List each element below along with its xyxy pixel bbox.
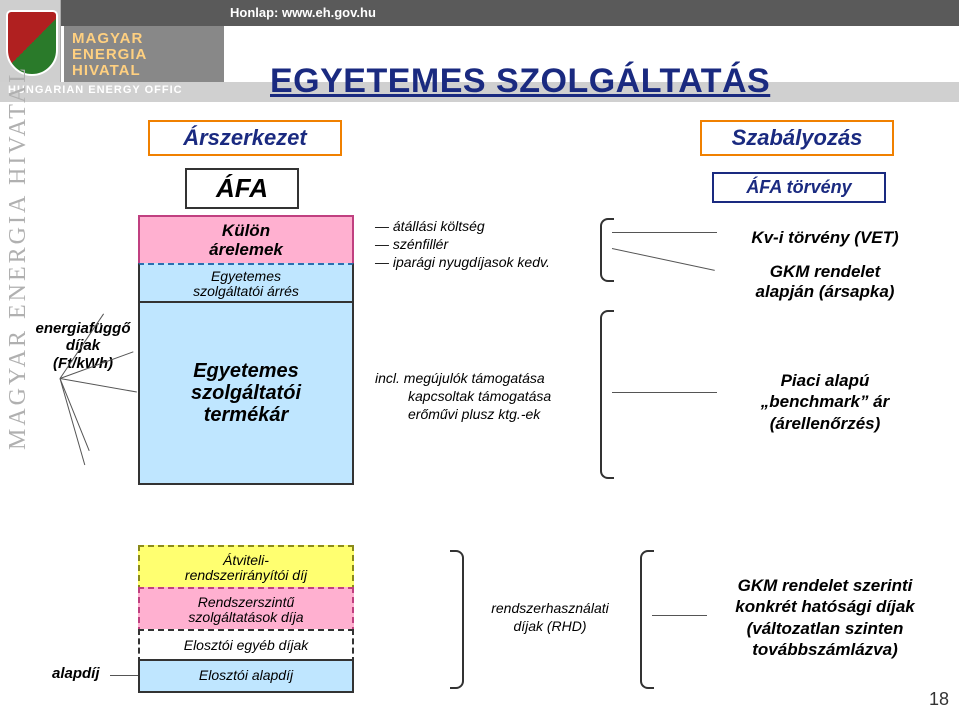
- stack-arres: Egyetemes szolgáltatói árrés: [138, 263, 354, 305]
- afa-right: ÁFA törvény: [712, 172, 886, 203]
- stack-eloszt-alap: Elosztói alapdíj: [138, 659, 354, 693]
- right-gkm: GKM rendelet alapján (ársapka): [720, 262, 930, 303]
- logo-line2: ENERGIA: [72, 46, 147, 63]
- stack-kulon: Külön árelemek: [138, 215, 354, 267]
- stack-termekar: Egyetemes szolgáltatói termékár: [138, 301, 354, 485]
- header-arz: Árszerkezet: [148, 120, 342, 156]
- mid-cost1: — átállási költség: [375, 218, 485, 234]
- slide-title: EGYETEMES SZOLGÁLTATÁS: [270, 62, 770, 101]
- logo-line3: HIVATAL: [72, 62, 141, 79]
- brace-rhd-left: [450, 550, 464, 689]
- mid-rhd1: rendszerhasználati: [470, 600, 630, 616]
- right-vet: Kv-i törvény (VET): [720, 228, 930, 248]
- stack-eloszt-egyeb: Elosztói egyéb díjak: [138, 629, 354, 663]
- sidebar-vertical-text: MAGYAR ENERGIA HIVATAL: [5, 65, 32, 450]
- brace-rhd-right: [640, 550, 654, 689]
- left-label-alapdij: alapdíj: [52, 665, 100, 682]
- mid-incl2: kapcsoltak támogatása: [408, 388, 551, 404]
- brace-mid: [600, 310, 614, 479]
- page-root: Honlap: www.eh.gov.hu MAGYAR ENERGIA HIV…: [0, 0, 959, 718]
- right-piaci: Piaci alapú „benchmark” ár (árellenőrzés…: [720, 370, 930, 434]
- logo-line1: MAGYAR: [72, 30, 143, 47]
- afa-left: ÁFA: [185, 168, 299, 209]
- mid-cost2: — szénfillér: [375, 236, 448, 252]
- left-label-energy: energiafüggő díjak (Ft/kWh): [32, 320, 134, 372]
- right-konkret: GKM rendelet szerinti konkrét hatósági d…: [700, 575, 950, 660]
- stack-atviteli: Átviteli- rendszerirányítói díj: [138, 545, 354, 591]
- top-url: Honlap: www.eh.gov.hu: [230, 5, 376, 20]
- mid-incl1: incl. megújulók támogatása: [375, 370, 545, 386]
- brace-top: [600, 218, 614, 282]
- stack-rendszerszintu: Rendszerszintű szolgáltatások díja: [138, 587, 354, 633]
- header-szab: Szabályozás: [700, 120, 894, 156]
- mid-cost3: — iparági nyugdíjasok kedv.: [375, 254, 550, 270]
- logo: MAGYAR ENERGIA HIVATAL: [64, 26, 224, 82]
- top-bar: Honlap: www.eh.gov.hu: [0, 0, 959, 26]
- grey-bar-text: HUNGARIAN ENERGY OFFIC: [8, 84, 183, 96]
- mid-rhd2: díjak (RHD): [470, 618, 630, 634]
- page-number: 18: [929, 689, 949, 710]
- mid-incl3: erőművi plusz ktg.-ek: [408, 406, 540, 422]
